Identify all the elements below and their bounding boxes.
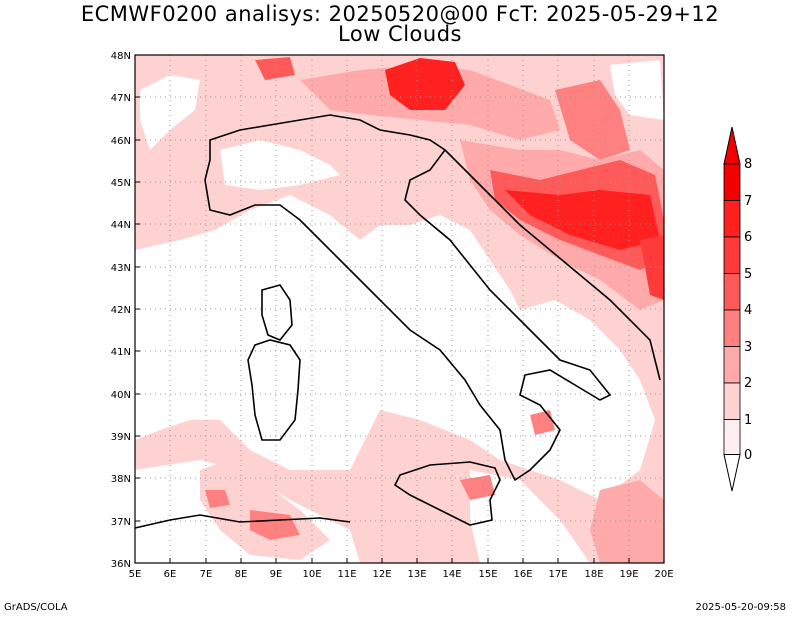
colorbar-swatch (723, 200, 741, 238)
lat-label: 45N (111, 178, 131, 189)
lat-label: 40N (111, 390, 131, 401)
clear-sky-area (140, 75, 200, 150)
colorbar-arrow-top (723, 126, 741, 165)
colorbar-swatch (723, 419, 741, 455)
lat-label: 48N (111, 51, 131, 62)
lon-label: 9E (270, 569, 283, 580)
axis-ticks (134, 54, 665, 564)
italy-outline (204, 114, 612, 482)
map-subtitle: Low Clouds (338, 22, 462, 46)
clear-sky-area (610, 60, 664, 120)
lon-label: 18E (584, 569, 603, 580)
colorbar-swatch (723, 382, 741, 420)
lon-label: 16E (513, 569, 532, 580)
lat-label: 42N (111, 305, 131, 316)
footer-timestamp: 2025-05-20-09:58 (695, 602, 786, 613)
sicily-outline (393, 461, 501, 526)
graticule (135, 55, 664, 563)
lon-label: 7E (200, 569, 213, 580)
colorbar-label: 4 (744, 303, 752, 318)
africa-coast (134, 514, 351, 529)
colorbar-arrow-bottom (723, 454, 741, 492)
cloud-level-3 (205, 490, 230, 508)
colorbar: 8 7 6 5 4 3 2 1 0 (723, 126, 752, 492)
cloud-level-2 (590, 480, 664, 563)
colorbar-label: 6 (744, 230, 752, 245)
lon-label: 15E (478, 569, 497, 580)
lon-label: 13E (407, 569, 426, 580)
colorbar-swatch (723, 273, 741, 311)
lat-label: 41N (111, 347, 131, 358)
lon-label: 12E (372, 569, 391, 580)
colorbar-label: 7 (744, 194, 752, 209)
lat-label: 38N (111, 474, 131, 485)
clear-sky-area (220, 140, 340, 190)
lat-label: 37N (111, 517, 131, 528)
colorbar-swatch (723, 309, 741, 347)
lon-label: 5E (129, 569, 142, 580)
cloud-level-3 (555, 80, 630, 160)
cloud-level-5 (640, 235, 664, 300)
colorbar-label: 5 (744, 267, 752, 282)
colorbar-swatch (723, 163, 741, 201)
lat-label: 36N (111, 559, 131, 570)
colorbar-label: 1 (744, 413, 752, 428)
colorbar-swatch (723, 346, 741, 384)
clear-sky-area (470, 470, 590, 563)
lat-label: 43N (111, 263, 131, 274)
cloud-level-6 (505, 190, 660, 250)
map-title: ECMWF0200 analisys: 20250520@00 FcT: 202… (80, 2, 720, 26)
lat-label: 39N (111, 432, 131, 443)
lon-label: 6E (164, 569, 177, 580)
lon-label: 10E (302, 569, 321, 580)
colorbar-label: 0 (744, 448, 752, 463)
corsica-outline (261, 284, 293, 341)
colorbar-label: 3 (744, 340, 752, 355)
lon-label: 14E (442, 569, 461, 580)
cloud-field (135, 55, 664, 563)
cloud-level-3 (250, 510, 300, 540)
lat-label: 46N (111, 136, 131, 147)
lon-label: 19E (619, 569, 638, 580)
balkan-coast (444, 149, 661, 381)
lon-label: 17E (548, 569, 567, 580)
coastlines (134, 114, 661, 529)
lon-label: 8E (235, 569, 248, 580)
colorbar-label: 8 (744, 157, 752, 172)
cloud-level-4 (255, 57, 295, 80)
lon-label: 20E (654, 569, 673, 580)
cloud-level-3 (460, 475, 495, 500)
colorbar-swatch (723, 236, 741, 274)
lat-labels: 36N 37N 38N 39N 40N 41N 42N 43N 44N 45N … (111, 51, 131, 570)
footer-credit: GrADS/COLA (4, 602, 68, 613)
lon-label: 11E (337, 569, 356, 580)
lon-labels: 5E 6E 7E 8E 9E 10E 11E 12E 13E 14E 15E 1… (129, 569, 674, 580)
sardinia-outline (247, 339, 301, 441)
lat-label: 47N (111, 93, 131, 104)
clear-sky-area (135, 195, 655, 500)
lat-label: 44N (111, 220, 131, 231)
colorbar-label: 2 (744, 376, 752, 391)
